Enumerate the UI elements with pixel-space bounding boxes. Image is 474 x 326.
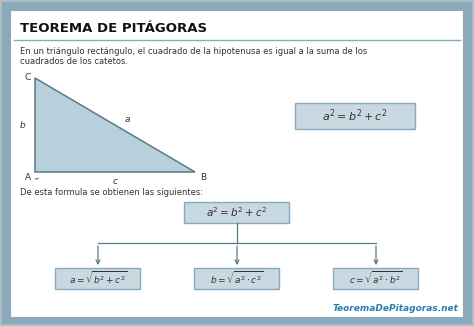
FancyBboxPatch shape	[295, 103, 415, 129]
Text: C: C	[25, 72, 31, 82]
Text: a: a	[124, 114, 130, 124]
FancyBboxPatch shape	[184, 202, 290, 223]
Text: B: B	[200, 173, 206, 183]
Text: cuadrados de los catetos.: cuadrados de los catetos.	[20, 57, 128, 66]
Text: $a^2 = b^2 + c^2$: $a^2 = b^2 + c^2$	[322, 108, 388, 124]
FancyBboxPatch shape	[4, 4, 470, 322]
Text: b: b	[20, 121, 26, 129]
Text: $c = \sqrt{a^2 \cdot b^2}$: $c = \sqrt{a^2 \cdot b^2}$	[349, 270, 403, 287]
Text: TEOREMA DE PITÁGORAS: TEOREMA DE PITÁGORAS	[20, 22, 207, 35]
Text: $b = \sqrt{a^2 \cdot c^2}$: $b = \sqrt{a^2 \cdot c^2}$	[210, 270, 264, 287]
Text: TeoremaDePitagoras.net: TeoremaDePitagoras.net	[332, 304, 458, 313]
FancyBboxPatch shape	[334, 268, 419, 289]
Text: c: c	[112, 177, 118, 186]
Text: En un triángulo rectángulo, el cuadrado de la hipotenusa es igual a la suma de l: En un triángulo rectángulo, el cuadrado …	[20, 47, 367, 56]
Text: $a^2 = b^2 + c^2$: $a^2 = b^2 + c^2$	[206, 206, 268, 219]
Text: De esta formula se obtienen las siguientes:: De esta formula se obtienen las siguient…	[20, 188, 203, 197]
FancyBboxPatch shape	[55, 268, 140, 289]
Polygon shape	[35, 78, 195, 172]
FancyBboxPatch shape	[194, 268, 280, 289]
Text: $a = \sqrt{b^2 + c^2}$: $a = \sqrt{b^2 + c^2}$	[69, 270, 127, 287]
Text: A: A	[25, 173, 31, 183]
FancyBboxPatch shape	[10, 10, 464, 318]
